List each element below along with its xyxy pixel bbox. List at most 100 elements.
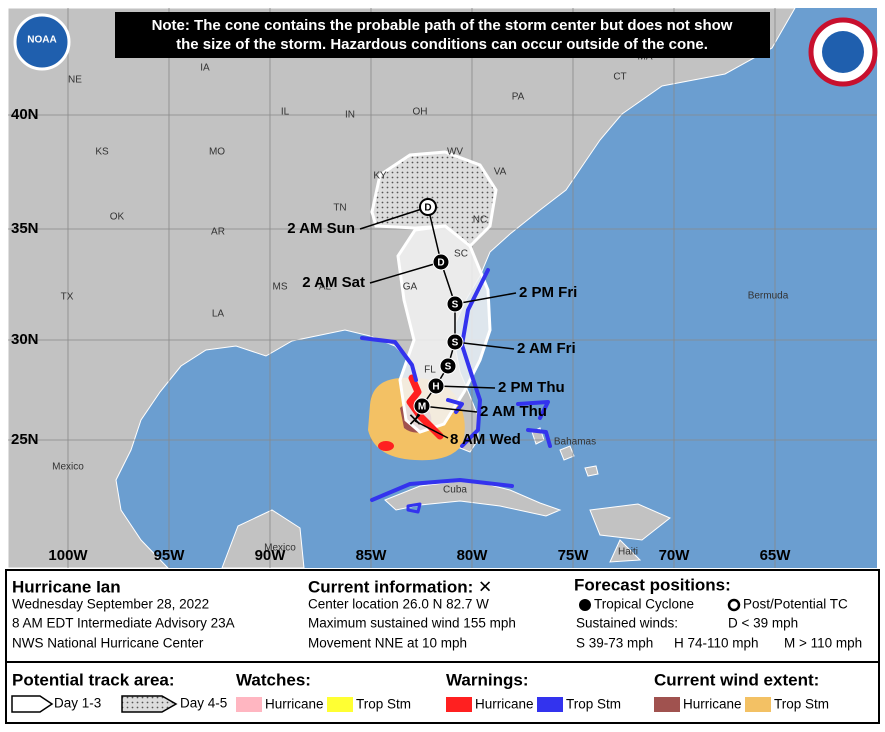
storm-name: Hurricane Ian (12, 577, 121, 596)
latitude-label: 40N (11, 106, 39, 123)
nws-logo-center (822, 31, 864, 73)
latitude-label: 25N (11, 431, 39, 448)
longitude-label: 75W (558, 547, 590, 564)
watch-legend: Trop Stm (356, 697, 411, 712)
place-label: IA (200, 63, 210, 74)
leader-line (414, 420, 449, 439)
longitude-label: 90W (255, 547, 287, 564)
place-label: Bermuda (748, 291, 789, 302)
current-time-label: 8 AM Wed (450, 431, 521, 448)
forecast-point (427, 377, 445, 395)
place-label: Haiti (618, 547, 638, 558)
day-1-3-swatch (11, 695, 54, 713)
forecast-symbol: D (437, 258, 444, 269)
current-info: Movement NNE at 10 mph (308, 636, 467, 651)
forecast-legend: Tropical Cyclone (594, 597, 694, 612)
post-symbol (727, 598, 741, 612)
place-label: LA (212, 309, 225, 320)
trop-warning-swatch (537, 697, 563, 712)
longitude-label: 70W (659, 547, 691, 564)
place-label: TX (61, 292, 74, 303)
place-label: FL (424, 365, 436, 376)
forecast-time-label: 2 AM Fri (517, 340, 576, 357)
track-legend: Day 4-5 (180, 696, 227, 711)
forecast-legend: H 74-110 mph (674, 636, 759, 651)
trop-storm-warning-bahamas (516, 400, 552, 448)
forecast-symbol: S (452, 300, 459, 311)
longitude-label: 95W (154, 547, 186, 564)
leader-line (454, 341, 515, 350)
forecast-point (419, 198, 437, 216)
current-position: ✕ (407, 410, 422, 430)
forecast-symbol: M (418, 402, 426, 413)
leader-line (435, 385, 496, 389)
warning-legend: Hurricane (475, 697, 534, 712)
place-label: IN (345, 110, 355, 121)
trop-wind-swatch (745, 697, 771, 712)
place-label: AL (319, 282, 332, 293)
hurricane-watch-swatch (236, 697, 262, 712)
place-label: OH (413, 107, 428, 118)
warnings (360, 268, 552, 514)
current-info: Maximum sustained wind 155 mph (308, 616, 516, 631)
trop-storm-warning-east (460, 268, 490, 448)
forecast-title: Forecast positions: (574, 575, 731, 594)
cone (370, 150, 498, 434)
warnings-title: Warnings: (446, 670, 528, 689)
forecast-point (432, 253, 450, 271)
longitude-label: 65W (760, 547, 792, 564)
place-label: MS (273, 282, 288, 293)
forecast-symbol: S (452, 338, 459, 349)
track-title: Potential track area: (12, 670, 175, 689)
tropical-symbol (579, 599, 591, 611)
place-label: PA (512, 92, 525, 103)
noaa-logo (13, 13, 71, 71)
forecast-time-label: 2 AM Sat (302, 274, 365, 291)
wind-legend: Trop Stm (774, 697, 829, 712)
longitude-label: 85W (356, 547, 388, 564)
place-label: KY (373, 171, 387, 182)
storm-info: NWS National Hurricane Center (12, 636, 204, 651)
forecast-time-label: 2 PM Fri (519, 284, 577, 301)
forecast-time-label: 2 AM Thu (480, 403, 547, 420)
forecast-point (413, 397, 431, 415)
place-label: Mexico (52, 462, 84, 473)
place-label: IL (281, 107, 290, 118)
forecast-time-label: 2 PM Thu (498, 379, 565, 396)
leader-line (359, 206, 429, 230)
current-title: Current information: ✕ (308, 577, 492, 596)
place-labels: NEIAILINOHPANYCTMAKSMOKYWVVATNNCSCOKARMS… (52, 47, 789, 558)
leader-line (369, 261, 442, 284)
forecast-point (439, 357, 457, 375)
trop-storm-warning-isle (406, 502, 422, 514)
graticule: 40N 35N 30N 25N 100W 95W 90W 85W 80W 75W 70W 65W (8, 8, 877, 568)
storm-info: 8 AM EDT Intermediate Advisory 23A (12, 616, 235, 631)
wind-title: Current wind extent: (654, 670, 819, 689)
hurricane-warning-keys (378, 441, 394, 451)
hurricane-wind-swatch (654, 697, 680, 712)
forecast-point (446, 333, 464, 351)
watches-title: Watches: (236, 670, 311, 689)
forecast-symbol: H (432, 382, 439, 393)
noaa-logo-text: NOAA (27, 35, 56, 46)
leader-line (454, 292, 517, 305)
forecast-legend: Post/Potential TC (743, 597, 848, 612)
trop-storm-warning-west (360, 336, 418, 382)
forecast-legend: M > 110 mph (784, 636, 862, 651)
place-label: NE (68, 75, 82, 86)
trop-storm-warning-cuba (370, 478, 514, 502)
wind-legend: Hurricane (683, 697, 742, 712)
place-label: KS (95, 147, 109, 158)
longitude-label: 80W (457, 547, 489, 564)
forecast-symbol: S (445, 362, 452, 373)
storm-info: Wednesday September 28, 2022 (12, 597, 209, 612)
place-label: Bahamas (554, 437, 596, 448)
latitude-label: 30N (11, 331, 39, 348)
note-line: the size of the storm. Hazardous conditi… (176, 36, 708, 53)
cone-day-4-5 (370, 150, 498, 249)
day-4-5-swatch (121, 695, 178, 713)
forecast-symbol: D (424, 203, 431, 214)
forecast-point (446, 295, 464, 313)
cone-day-1-3 (396, 224, 492, 434)
